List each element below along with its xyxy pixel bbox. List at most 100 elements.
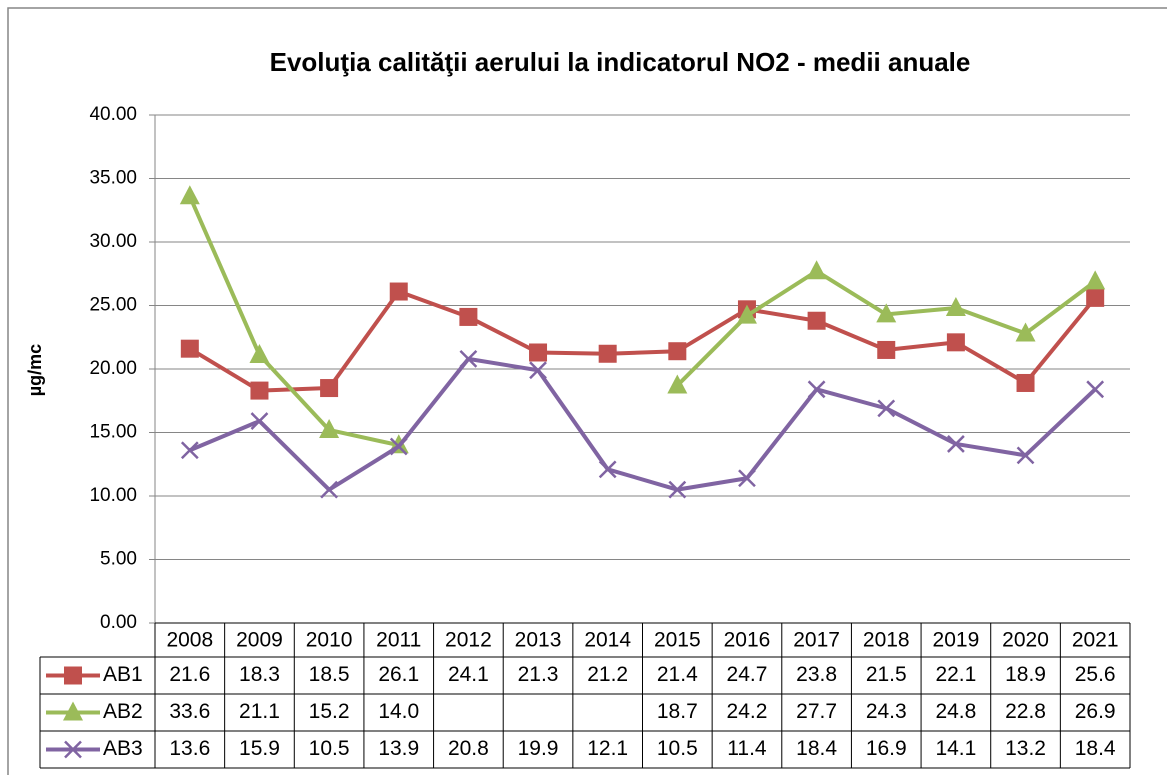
table-value: 18.4: [796, 737, 837, 760]
y-axis-label: µg/mc: [25, 344, 45, 396]
table-value: 24.2: [727, 700, 768, 723]
marker: [63, 701, 83, 721]
table-value: 13.9: [378, 737, 419, 760]
marker: [947, 435, 965, 453]
marker: [459, 349, 478, 368]
table-value: 23.8: [796, 663, 837, 686]
marker: [319, 418, 340, 438]
x-tick-label: 2021: [1072, 629, 1119, 652]
table-value: 24.3: [866, 700, 907, 723]
y-tick-label: 25.00: [89, 295, 137, 316]
marker: [877, 399, 896, 418]
marker: [1016, 373, 1035, 392]
table-value: 18.7: [657, 700, 698, 723]
table-value: 18.9: [1005, 663, 1046, 686]
x-tick-label: 2009: [236, 629, 283, 652]
x-tick-label: 2016: [724, 629, 771, 652]
legend-label: AB2: [103, 700, 143, 723]
table-value: 14.1: [935, 737, 976, 760]
x-tick-label: 2008: [166, 629, 213, 652]
marker: [738, 469, 756, 488]
marker: [668, 342, 687, 361]
table-value: 22.8: [1005, 700, 1046, 723]
marker: [946, 333, 965, 352]
marker: [877, 340, 896, 359]
marker: [249, 344, 270, 364]
marker: [179, 185, 200, 205]
marker: [876, 303, 897, 323]
marker: [529, 343, 548, 362]
table-value: 12.1: [587, 737, 628, 760]
table-value: 19.9: [518, 737, 559, 760]
marker: [806, 260, 827, 280]
table-value: 33.6: [169, 700, 210, 723]
marker: [807, 380, 826, 399]
table-value: 22.1: [935, 663, 976, 686]
table-value: 21.2: [587, 663, 628, 686]
table-value: 21.5: [866, 663, 907, 686]
table-value: 15.9: [239, 737, 280, 760]
table-value: 13.2: [1005, 737, 1046, 760]
x-tick-label: 2015: [654, 629, 701, 652]
chart-title: Evoluţia calităţii aerului la indicatoru…: [270, 47, 971, 77]
x-tick-label: 2020: [1002, 629, 1049, 652]
y-tick-label: 10.00: [89, 485, 137, 506]
marker: [320, 379, 339, 398]
marker: [1086, 288, 1105, 307]
legend-label: AB3: [103, 737, 143, 760]
x-tick-label: 2013: [515, 629, 562, 652]
table-value: 14.0: [378, 700, 419, 723]
x-tick-label: 2010: [306, 629, 353, 652]
table-value: 10.5: [657, 737, 698, 760]
table-value: 13.6: [169, 737, 210, 760]
table-value: 18.4: [1075, 737, 1116, 760]
x-tick-label: 2011: [376, 629, 421, 652]
marker: [64, 740, 82, 759]
y-tick-label: 0.00: [100, 612, 137, 633]
series-line: [189, 356, 1097, 492]
x-tick-label: 2012: [445, 629, 492, 652]
marker: [320, 480, 338, 499]
table-value: 18.5: [309, 663, 350, 686]
table-value: 25.6: [1075, 663, 1116, 686]
marker: [598, 344, 617, 363]
table-value: 15.2: [309, 700, 350, 723]
table-value: 18.3: [239, 663, 280, 686]
table-value: 24.1: [448, 663, 489, 686]
table-value: 26.1: [378, 663, 419, 686]
marker: [389, 437, 408, 456]
marker: [459, 307, 478, 326]
marker: [945, 297, 966, 317]
marker: [807, 311, 826, 330]
table-value: 16.9: [866, 737, 907, 760]
y-tick-label: 35.00: [89, 168, 137, 189]
legend-label: AB1: [103, 663, 143, 686]
table-value: 24.8: [935, 700, 976, 723]
series-line: [188, 289, 1097, 393]
marker: [250, 412, 269, 430]
x-tick-label: 2014: [584, 629, 631, 652]
table-value: 27.7: [796, 700, 837, 723]
marker: [180, 441, 199, 460]
x-tick-label: 2019: [933, 629, 980, 652]
y-tick-label: 20.00: [89, 358, 137, 379]
table-value: 11.4: [727, 737, 767, 760]
marker: [1085, 270, 1106, 290]
table-value: 21.6: [169, 663, 210, 686]
marker: [250, 381, 269, 400]
marker: [598, 460, 617, 479]
marker: [1015, 322, 1036, 342]
x-tick-label: 2017: [793, 629, 840, 652]
marker: [389, 282, 408, 301]
marker: [736, 304, 757, 324]
marker: [180, 339, 199, 358]
marker: [1086, 380, 1105, 399]
table-value: 21.1: [239, 700, 280, 723]
table-value: 26.9: [1075, 700, 1116, 723]
table-value: 24.7: [727, 663, 768, 686]
table-value: 20.8: [448, 737, 489, 760]
y-tick-label: 5.00: [100, 549, 137, 570]
x-tick-label: 2018: [863, 629, 910, 652]
table-value: 10.5: [309, 737, 350, 760]
